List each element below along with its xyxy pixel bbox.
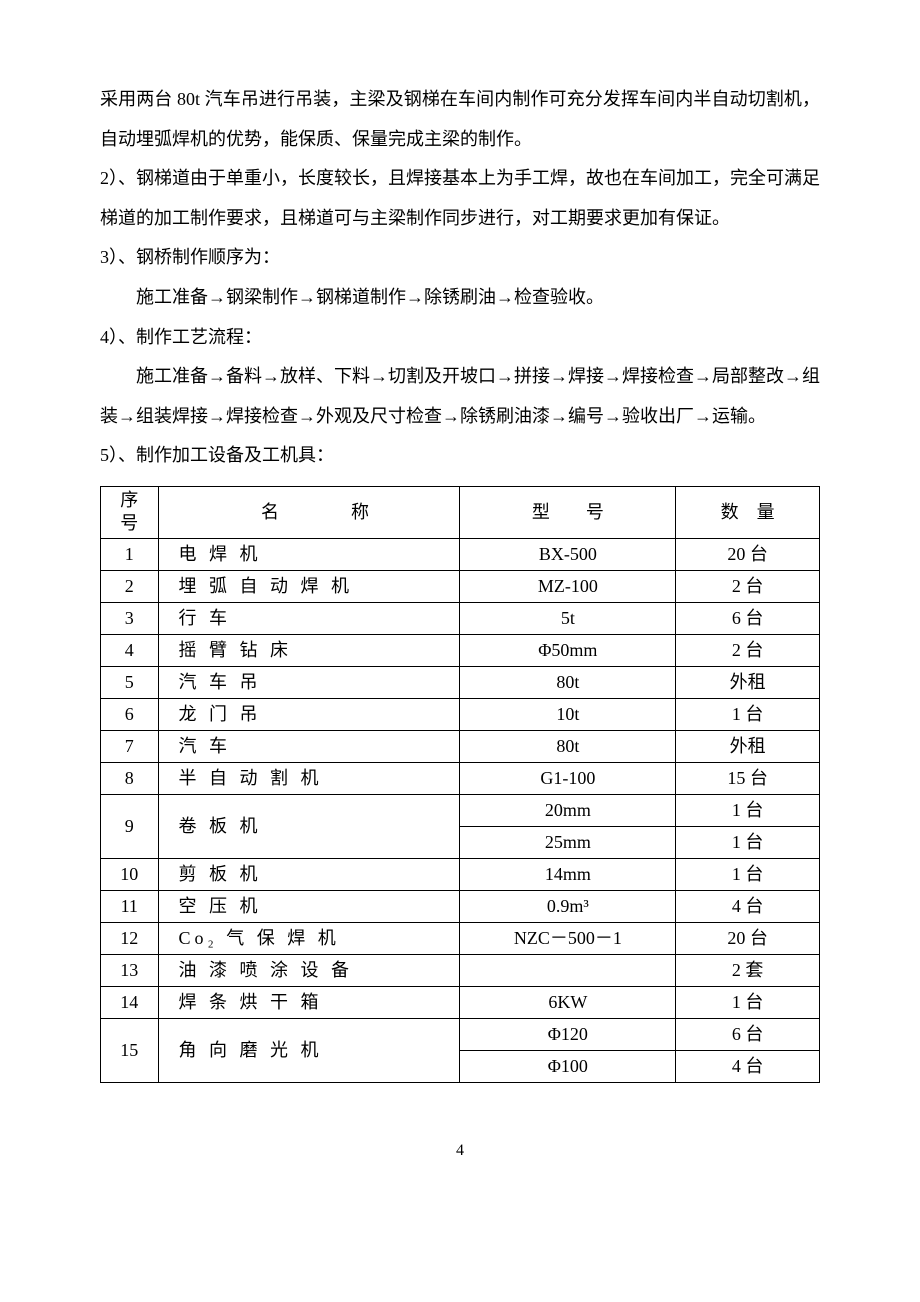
cell-model: 80t	[460, 730, 676, 762]
paragraph-4-sub: 施工准备→备料→放样、下料→切割及开坡口→拼接→焊接→焊接检查→局部整改→组装→…	[100, 357, 820, 436]
cell-seq: 15	[101, 1018, 159, 1082]
cell-qty: 1 台	[676, 794, 820, 826]
cell-model: MZ-100	[460, 570, 676, 602]
cell-name: 汽 车	[158, 730, 460, 762]
cell-model	[460, 954, 676, 986]
cell-name: 半 自 动 割 机	[158, 762, 460, 794]
cell-model: 10t	[460, 698, 676, 730]
table-row: 10 剪 板 机 14mm 1 台	[101, 858, 820, 890]
cell-model: G1-100	[460, 762, 676, 794]
cell-qty: 4 台	[676, 1050, 820, 1082]
cell-qty: 6 台	[676, 1018, 820, 1050]
cell-qty: 1 台	[676, 826, 820, 858]
cell-qty: 1 台	[676, 698, 820, 730]
cell-qty: 20 台	[676, 922, 820, 954]
cell-model: NZC－500－1	[460, 922, 676, 954]
cell-name: 油 漆 喷 涂 设 备	[158, 954, 460, 986]
cell-qty: 15 台	[676, 762, 820, 794]
cell-model: 20mm	[460, 794, 676, 826]
cell-name: 龙 门 吊	[158, 698, 460, 730]
cell-seq: 5	[101, 666, 159, 698]
table-row: 12 Co₂ 气 保 焊 机 NZC－500－1 20 台	[101, 922, 820, 954]
paragraph-1: 采用两台 80t 汽车吊进行吊装，主梁及钢梯在车间内制作可充分发挥车间内半自动切…	[100, 80, 820, 159]
table-row: 8 半 自 动 割 机 G1-100 15 台	[101, 762, 820, 794]
table-row: 9 卷 板 机 20mm 1 台	[101, 794, 820, 826]
cell-seq: 6	[101, 698, 159, 730]
cell-seq: 1	[101, 538, 159, 570]
cell-qty: 1 台	[676, 858, 820, 890]
cell-qty: 2 套	[676, 954, 820, 986]
cell-model: 14mm	[460, 858, 676, 890]
cell-qty: 2 台	[676, 634, 820, 666]
paragraph-3: 3）、钢桥制作顺序为：	[100, 238, 820, 278]
cell-name: 空 压 机	[158, 890, 460, 922]
cell-name: 行 车	[158, 602, 460, 634]
cell-model: 5t	[460, 602, 676, 634]
table-row: 3 行 车 5t 6 台	[101, 602, 820, 634]
table-row: 1 电 焊 机 BX-500 20 台	[101, 538, 820, 570]
cell-name: 摇 臂 钻 床	[158, 634, 460, 666]
cell-name: 电 焊 机	[158, 538, 460, 570]
cell-model: BX-500	[460, 538, 676, 570]
cell-name: 剪 板 机	[158, 858, 460, 890]
cell-seq: 2	[101, 570, 159, 602]
cell-name: 卷 板 机	[158, 794, 460, 858]
header-model: 型 号	[460, 486, 676, 538]
cell-seq: 3	[101, 602, 159, 634]
header-seq: 序号	[101, 486, 159, 538]
table-header-row: 序号 名 称 型 号 数 量	[101, 486, 820, 538]
cell-seq: 8	[101, 762, 159, 794]
table-row: 15 角 向 磨 光 机 Φ120 6 台	[101, 1018, 820, 1050]
cell-seq: 13	[101, 954, 159, 986]
cell-model: 6KW	[460, 986, 676, 1018]
cell-seq: 7	[101, 730, 159, 762]
cell-name: Co₂ 气 保 焊 机	[158, 922, 460, 954]
table-row: 6 龙 门 吊 10t 1 台	[101, 698, 820, 730]
cell-name: 汽 车 吊	[158, 666, 460, 698]
header-name: 名 称	[158, 486, 460, 538]
equipment-table-container: 序号 名 称 型 号 数 量 1 电 焊 机 BX-500 20 台 2 埋 弧…	[100, 486, 820, 1083]
cell-seq: 10	[101, 858, 159, 890]
cell-name: 角 向 磨 光 机	[158, 1018, 460, 1082]
cell-qty: 1 台	[676, 986, 820, 1018]
table-body: 1 电 焊 机 BX-500 20 台 2 埋 弧 自 动 焊 机 MZ-100…	[101, 538, 820, 1082]
cell-model: 80t	[460, 666, 676, 698]
cell-model: Φ50mm	[460, 634, 676, 666]
cell-model: Φ100	[460, 1050, 676, 1082]
paragraph-4: 4）、制作工艺流程：	[100, 318, 820, 358]
cell-name: 埋 弧 自 动 焊 机	[158, 570, 460, 602]
table-row: 11 空 压 机 0.9m³ 4 台	[101, 890, 820, 922]
cell-seq: 4	[101, 634, 159, 666]
table-row: 13 油 漆 喷 涂 设 备 2 套	[101, 954, 820, 986]
table-row: 4 摇 臂 钻 床 Φ50mm 2 台	[101, 634, 820, 666]
cell-qty: 20 台	[676, 538, 820, 570]
cell-qty: 外租	[676, 730, 820, 762]
cell-name: 焊 条 烘 干 箱	[158, 986, 460, 1018]
header-qty: 数 量	[676, 486, 820, 538]
cell-seq: 9	[101, 794, 159, 858]
cell-seq: 11	[101, 890, 159, 922]
equipment-table: 序号 名 称 型 号 数 量 1 电 焊 机 BX-500 20 台 2 埋 弧…	[100, 486, 820, 1083]
cell-model: 25mm	[460, 826, 676, 858]
cell-seq: 12	[101, 922, 159, 954]
cell-qty: 6 台	[676, 602, 820, 634]
cell-seq: 14	[101, 986, 159, 1018]
cell-qty: 4 台	[676, 890, 820, 922]
table-row: 2 埋 弧 自 动 焊 机 MZ-100 2 台	[101, 570, 820, 602]
cell-model: 0.9m³	[460, 890, 676, 922]
cell-model: Φ120	[460, 1018, 676, 1050]
table-row: 7 汽 车 80t 外租	[101, 730, 820, 762]
cell-qty: 2 台	[676, 570, 820, 602]
table-row: 5 汽 车 吊 80t 外租	[101, 666, 820, 698]
paragraph-2: 2）、钢梯道由于单重小，长度较长，且焊接基本上为手工焊，故也在车间加工，完全可满…	[100, 159, 820, 238]
paragraph-5: 5）、制作加工设备及工机具：	[100, 436, 820, 476]
page-number: 4	[100, 1133, 820, 1168]
cell-qty: 外租	[676, 666, 820, 698]
paragraph-3-sub: 施工准备→钢梁制作→钢梯道制作→除锈刷油→检查验收。	[100, 278, 820, 318]
table-row: 14 焊 条 烘 干 箱 6KW 1 台	[101, 986, 820, 1018]
